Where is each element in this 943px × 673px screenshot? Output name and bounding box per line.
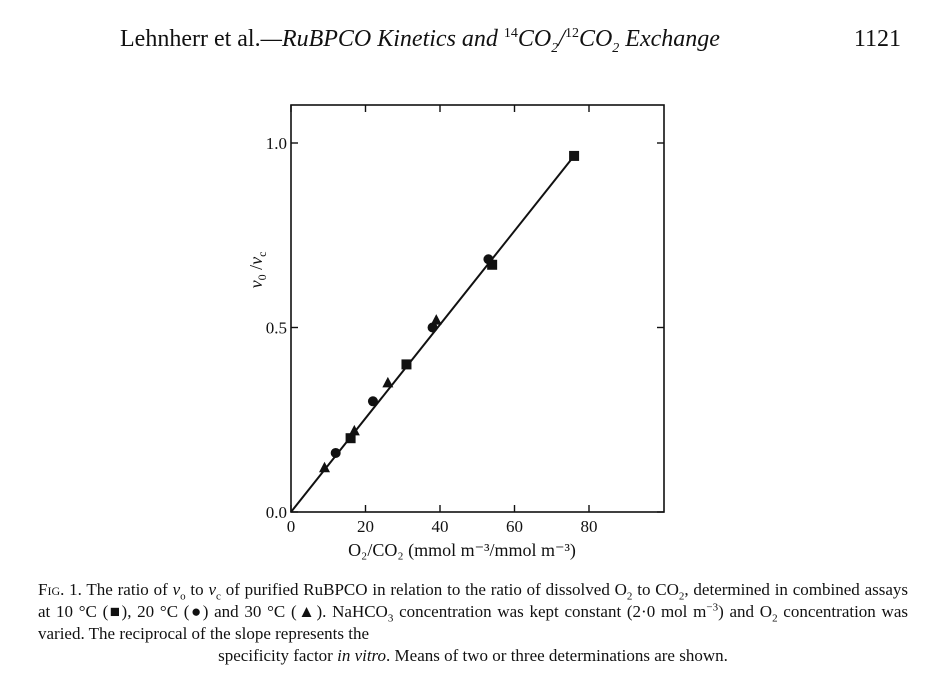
caption-text: concentration was kept constant (2·0 mol… [393,602,707,621]
caption-symbol: v [172,580,181,599]
data-point-square [487,259,498,270]
running-head-title-part1: RuBPCO Kinetics and [281,26,504,52]
running-head-etal: et al. [207,26,261,52]
running-head-title-part2: Exchange [619,26,720,52]
data-point-triangle [382,376,394,388]
caption-text: of purified RuBPCO in relation to the ra… [220,580,627,599]
running-head-co2b: CO [578,26,613,52]
fit-line [290,155,575,513]
caption-subscript: 2 [626,590,633,603]
data-point-circle [427,322,438,333]
x-axis-label: O₂/CO₂ (mmol m⁻³/mmol m⁻³) [348,540,576,561]
data-point-circle [330,447,341,458]
x-tick-label: 80 [581,517,598,536]
data-point-square [401,359,412,370]
running-head-authors: Lehnherr [120,26,208,52]
running-head-title: Lehnherr et al.—RuBPCO Kinetics and 14CO… [120,26,720,57]
plot-frame [290,104,665,513]
x-axis-ticks: 0 20 40 60 80 [287,105,598,536]
circle-marker-icon: ● [189,602,203,621]
caption-text: to [185,580,209,599]
caption-text: . Means of two or three determinations a… [386,646,728,665]
data-points [319,150,580,473]
data-point-triangle [348,424,360,436]
caption-subscript: 2 [772,612,778,625]
y-axis-label: v0 /vc [246,252,269,289]
caption-text: concentration was varied. The reciprocal… [38,602,908,643]
running-head: Lehnherr et al.—RuBPCO Kinetics and 14CO… [0,18,943,58]
x-tick-label: 20 [357,517,374,536]
caption-subscript: o [180,590,186,603]
caption-subscript: c [216,590,221,603]
x-tick-label: 60 [506,517,523,536]
data-point-square [569,150,580,161]
square-marker-icon: ■ [108,602,122,621]
y-tick-label: 0.0 [266,503,287,522]
caption-superscript: −3 [706,601,719,614]
running-head-sup12: 12 [564,26,579,41]
caption-text: to CO [632,580,679,599]
caption-text: ). NaHCO [316,602,388,621]
running-head-dash: — [260,26,282,52]
data-point-triangle [430,314,442,325]
caption-italic: in vitro [337,646,387,665]
caption-text: , determined in combined assays at 10 °C… [38,580,909,621]
caption-text: ) and O [718,602,773,621]
running-head-sup14: 14 [503,26,518,41]
caption-fig-label: Fig. 1. [38,580,82,599]
x-tick-label: 40 [432,517,449,536]
running-head-slash: / [558,26,565,52]
figure-caption: Fig. 1. The ratio of vo to vc of purifie… [38,579,908,667]
x-tick-label: 0 [287,517,296,536]
running-head-sub2b: 2 [612,40,620,56]
caption-text: specificity factor [218,646,338,665]
data-point-circle [483,254,494,265]
caption-text: ), 20 °C ( [121,602,190,621]
caption-subscript: 2 [678,590,685,603]
caption-text: ) and 30 °C ( [202,602,297,621]
data-point-triangle [319,461,331,473]
y-tick-label: 1.0 [266,134,287,153]
y-axis-ticks: 0.0 0.5 1.0 [266,134,664,522]
running-head-co2a: CO [517,26,552,52]
caption-symbol: v [208,580,217,599]
caption-subscript: 3 [387,612,394,625]
caption-text: The ratio of [81,580,173,599]
y-tick-label: 0.5 [266,319,287,338]
page-number: 1121 [853,26,901,52]
data-point-square [345,433,356,444]
running-head-sub2a: 2 [551,40,559,56]
data-point-circle [367,396,378,407]
triangle-marker-icon: ▲ [296,602,317,621]
caption-last-line: specificity factor in vitro. Means of tw… [38,645,908,667]
scatter-chart: 0 20 40 60 80 0.0 0.5 1.0 v0 /vc O₂/CO₂ (mmol … [246,104,665,561]
